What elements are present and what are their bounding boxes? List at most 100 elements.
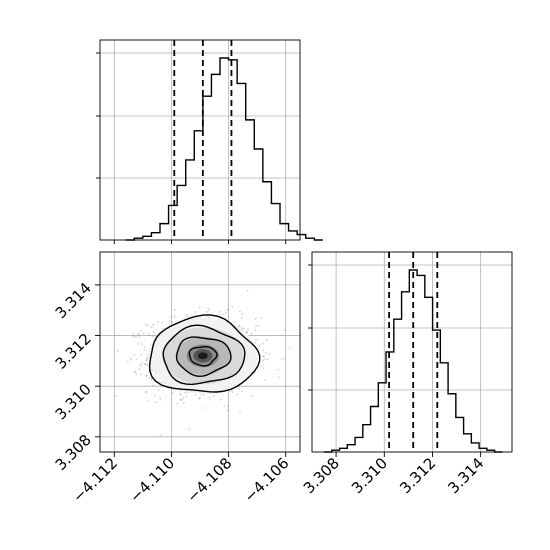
scatter-point [218, 310, 221, 313]
scatter-point [146, 324, 149, 327]
scatter-point [198, 306, 201, 309]
contour-line-2 [162, 324, 246, 386]
scatter-point [139, 329, 142, 332]
scatter-point [250, 332, 253, 335]
scatter-point [132, 333, 134, 336]
scatter-point [240, 327, 243, 329]
scatter-point [143, 363, 146, 365]
scatter-point [188, 315, 190, 317]
scatter-point [231, 391, 234, 394]
scatter-point [200, 393, 203, 396]
scatter-point [152, 323, 155, 326]
scatter-point [114, 394, 117, 397]
contour-line-0 [188, 346, 218, 367]
scatter-point [202, 394, 205, 397]
scatter-point [138, 363, 141, 366]
scatter-point [246, 330, 249, 333]
scatter-point [148, 377, 151, 379]
scatter-point [173, 314, 176, 317]
histogram-panel-param-1 [96, 39, 323, 244]
scatter-point [264, 352, 267, 354]
right-hist-xtick-label-1: 3.310 [348, 454, 391, 497]
scatter-point [160, 381, 163, 384]
scatter-point [236, 393, 239, 396]
scatter-point [255, 325, 257, 328]
scatter-point [198, 397, 201, 400]
contour-line-3 [148, 314, 261, 393]
scatter-point [223, 405, 226, 408]
scatter-point [262, 359, 264, 362]
scatter-point [146, 400, 149, 402]
scatter-point [283, 357, 286, 360]
scatter-point [136, 333, 139, 336]
scatter-point [132, 336, 135, 338]
scatter-point [262, 355, 265, 358]
scatter-point [152, 384, 154, 387]
right-hist-xtick-label-0: 3.308 [300, 454, 343, 497]
scatter-point [138, 336, 141, 339]
scatter-point [240, 317, 243, 319]
scatter-point [281, 358, 283, 361]
scatter-point [255, 338, 258, 341]
scatter-point [140, 362, 143, 365]
scatter-point [145, 374, 148, 377]
scatter-point [247, 328, 250, 330]
scatter-point [142, 332, 145, 335]
scatter-point [180, 394, 182, 396]
scatter-point [250, 394, 253, 397]
scatter-point [264, 379, 266, 381]
scatter-point [241, 313, 244, 316]
scatter-point [257, 324, 260, 327]
scatter-ytick-label-1: 3.310 [52, 380, 95, 423]
scatter-point [185, 395, 188, 398]
scatter-point [261, 364, 264, 367]
scatter-point [254, 341, 257, 344]
scatter-point [92, 346, 94, 348]
scatter-xtick-label-2: −4.108 [183, 454, 235, 506]
scatter-point [227, 404, 229, 407]
scatter-point [154, 401, 157, 403]
scatter-point [182, 396, 185, 399]
scatter-point [207, 307, 210, 309]
scatter-point [150, 369, 153, 372]
scatter-point [240, 390, 243, 393]
scatter-point [140, 365, 143, 368]
scatter-point [206, 310, 209, 313]
scatter-point [184, 391, 187, 394]
density-level-5 [197, 352, 208, 360]
scatter-point [173, 309, 176, 311]
scatter-point [254, 329, 257, 331]
scatter-point [209, 398, 212, 401]
scatter-point [145, 362, 147, 365]
scatter-point [265, 339, 268, 341]
scatter-xtick-label-1: −4.110 [126, 454, 178, 506]
scatter-point [179, 399, 182, 401]
right-hist-frame [311, 251, 513, 453]
scatter-point [212, 395, 215, 398]
top-hist-frame [99, 39, 301, 241]
scatter-point [168, 320, 171, 322]
scatter-point [183, 401, 186, 404]
scatter-point [194, 311, 197, 313]
scatter-point [233, 321, 236, 323]
scatter-point [194, 394, 197, 396]
scatter-point [179, 392, 181, 395]
right-hist-histogram-step [324, 269, 503, 453]
scatter-point [143, 346, 146, 348]
scatter-point [135, 373, 138, 376]
scatter-point [222, 313, 225, 316]
scatter-panel: −4.112 −4.110 −4.108 −4.106 3.308 3.310 3.312 3… [52, 251, 301, 506]
contour-line-1 [175, 336, 232, 378]
histogram-panel-param-2: 3.308 3.310 3.312 3.314 [300, 251, 513, 497]
right-hist-xtick-label-3: 3.314 [444, 454, 487, 497]
scatter-point [138, 333, 140, 336]
scatter-ytick-label-3: 3.314 [52, 279, 95, 322]
scatter-point [140, 373, 142, 375]
scatter-point [219, 398, 222, 401]
scatter-frame [99, 251, 301, 453]
scatter-point [146, 357, 148, 360]
scatter-point [145, 375, 148, 377]
scatter-inner [92, 252, 300, 452]
scatter-point [151, 379, 153, 381]
scatter-point [143, 349, 146, 351]
